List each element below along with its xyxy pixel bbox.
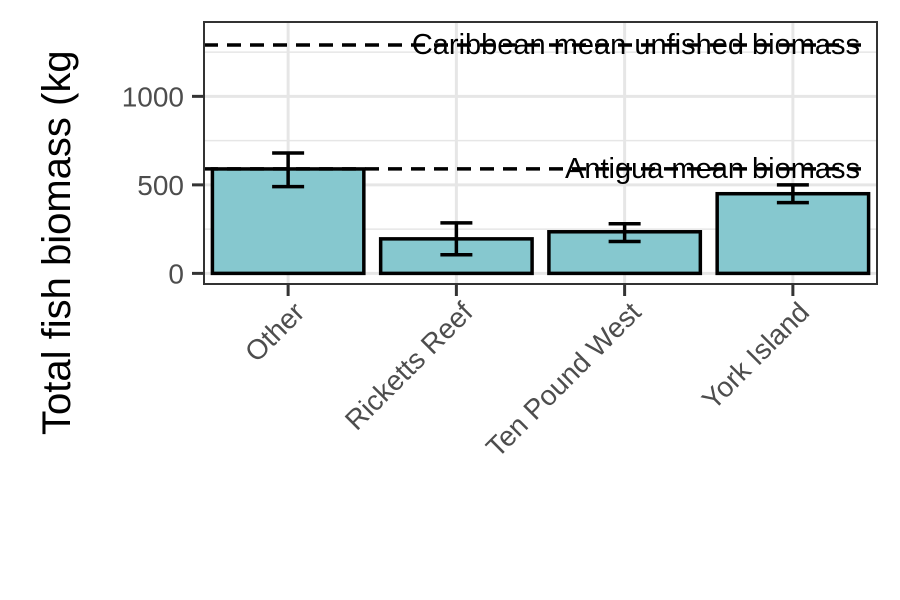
bar-york-island — [715, 191, 871, 276]
reference-line-label: Caribbean mean unfished biomass — [412, 29, 860, 61]
reference-line-label: Antigua mean biomass — [565, 153, 860, 185]
y-axis-title: Total fish biomass (kg — [35, 50, 79, 435]
y-tick-label: 500 — [137, 170, 184, 201]
x-tick-label: York Island — [696, 296, 815, 415]
panel-border — [203, 21, 878, 285]
x-tick-label: Other — [239, 296, 310, 367]
plot-area: Caribbean mean unfished biomass Antigua m… — [122, 21, 878, 463]
y-tick-label: 0 — [168, 258, 184, 289]
x-tick-label: Ten Pound West — [480, 296, 647, 463]
bar-other — [210, 167, 366, 276]
x-tick-label: Ricketts Reef — [339, 296, 479, 436]
y-tick-label: 1000 — [122, 81, 184, 112]
